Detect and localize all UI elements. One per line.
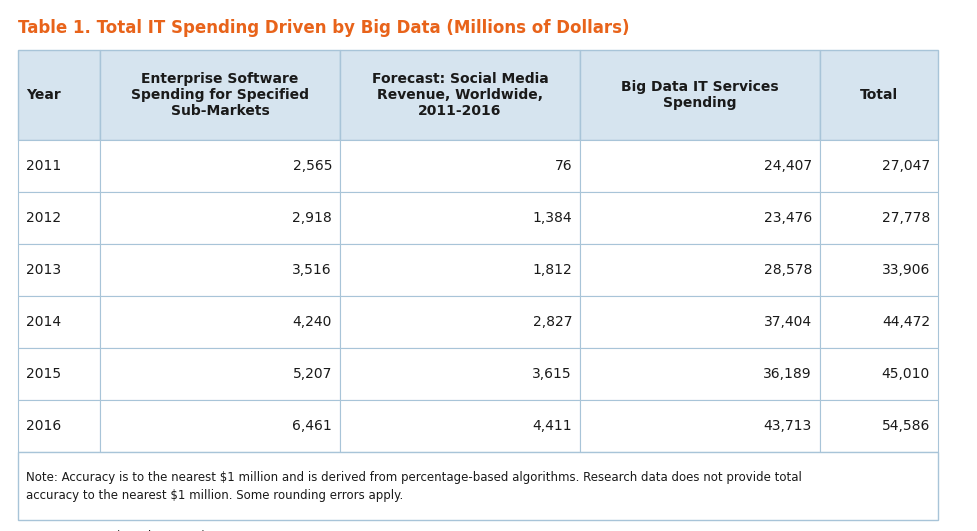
- Bar: [100, 50, 340, 140]
- Text: Note: Accuracy is to the nearest $1 million and is derived from percentage-based: Note: Accuracy is to the nearest $1 mill…: [26, 470, 801, 501]
- Bar: [819, 192, 937, 244]
- Bar: [100, 244, 340, 296]
- Text: 2014: 2014: [26, 315, 61, 329]
- Text: 23,476: 23,476: [763, 211, 811, 225]
- Text: 44,472: 44,472: [881, 315, 929, 329]
- Text: 2,918: 2,918: [292, 211, 331, 225]
- Bar: [579, 400, 819, 452]
- Bar: [100, 400, 340, 452]
- Bar: [819, 50, 937, 140]
- Text: 2016: 2016: [26, 419, 62, 433]
- Bar: [579, 50, 819, 140]
- Bar: [819, 244, 937, 296]
- Bar: [579, 140, 819, 192]
- Bar: [579, 296, 819, 348]
- Text: 27,047: 27,047: [881, 159, 929, 173]
- Text: 2015: 2015: [26, 367, 61, 381]
- Text: 1,384: 1,384: [531, 211, 572, 225]
- Text: 2,827: 2,827: [531, 315, 572, 329]
- Text: 27,778: 27,778: [881, 211, 929, 225]
- Text: Year: Year: [26, 88, 61, 102]
- Bar: [18, 452, 937, 520]
- Text: 5,207: 5,207: [292, 367, 331, 381]
- Bar: [18, 244, 100, 296]
- Bar: [819, 348, 937, 400]
- Text: Enterprise Software
Spending for Specified
Sub-Markets: Enterprise Software Spending for Specifi…: [131, 72, 309, 118]
- Text: 2,565: 2,565: [292, 159, 331, 173]
- Text: 43,713: 43,713: [763, 419, 811, 433]
- Bar: [100, 348, 340, 400]
- Text: Forecast: Social Media
Revenue, Worldwide,
2011-2016: Forecast: Social Media Revenue, Worldwid…: [371, 72, 548, 118]
- Bar: [18, 192, 100, 244]
- Text: 3,516: 3,516: [292, 263, 331, 277]
- Bar: [18, 296, 100, 348]
- Text: 4,411: 4,411: [531, 419, 572, 433]
- Bar: [340, 50, 579, 140]
- Text: 3,615: 3,615: [531, 367, 572, 381]
- Text: 45,010: 45,010: [881, 367, 929, 381]
- Text: 2012: 2012: [26, 211, 61, 225]
- Bar: [340, 244, 579, 296]
- Bar: [819, 296, 937, 348]
- Text: Total: Total: [859, 88, 897, 102]
- Bar: [579, 348, 819, 400]
- Bar: [18, 140, 100, 192]
- Text: Big Data IT Services
Spending: Big Data IT Services Spending: [620, 80, 778, 110]
- Bar: [340, 348, 579, 400]
- Bar: [100, 140, 340, 192]
- Bar: [579, 244, 819, 296]
- Bar: [18, 50, 100, 140]
- Text: 4,240: 4,240: [292, 315, 331, 329]
- Text: 2011: 2011: [26, 159, 62, 173]
- Text: 6,461: 6,461: [292, 419, 331, 433]
- Bar: [18, 348, 100, 400]
- Text: 2013: 2013: [26, 263, 61, 277]
- Bar: [340, 140, 579, 192]
- Text: 24,407: 24,407: [763, 159, 811, 173]
- Bar: [340, 192, 579, 244]
- Bar: [819, 400, 937, 452]
- Bar: [579, 192, 819, 244]
- Bar: [340, 296, 579, 348]
- Text: 33,906: 33,906: [880, 263, 929, 277]
- Text: Table 1. Total IT Spending Driven by Big Data (Millions of Dollars): Table 1. Total IT Spending Driven by Big…: [18, 19, 629, 37]
- Text: 28,578: 28,578: [763, 263, 811, 277]
- Text: 1,812: 1,812: [531, 263, 572, 277]
- Text: 36,189: 36,189: [763, 367, 811, 381]
- Bar: [100, 296, 340, 348]
- Bar: [100, 192, 340, 244]
- Bar: [18, 400, 100, 452]
- Bar: [340, 400, 579, 452]
- Text: 76: 76: [554, 159, 572, 173]
- Text: 37,404: 37,404: [763, 315, 811, 329]
- Text: 54,586: 54,586: [880, 419, 929, 433]
- Bar: [819, 140, 937, 192]
- Text: Source: Gartner (October 2012): Source: Gartner (October 2012): [18, 530, 206, 531]
